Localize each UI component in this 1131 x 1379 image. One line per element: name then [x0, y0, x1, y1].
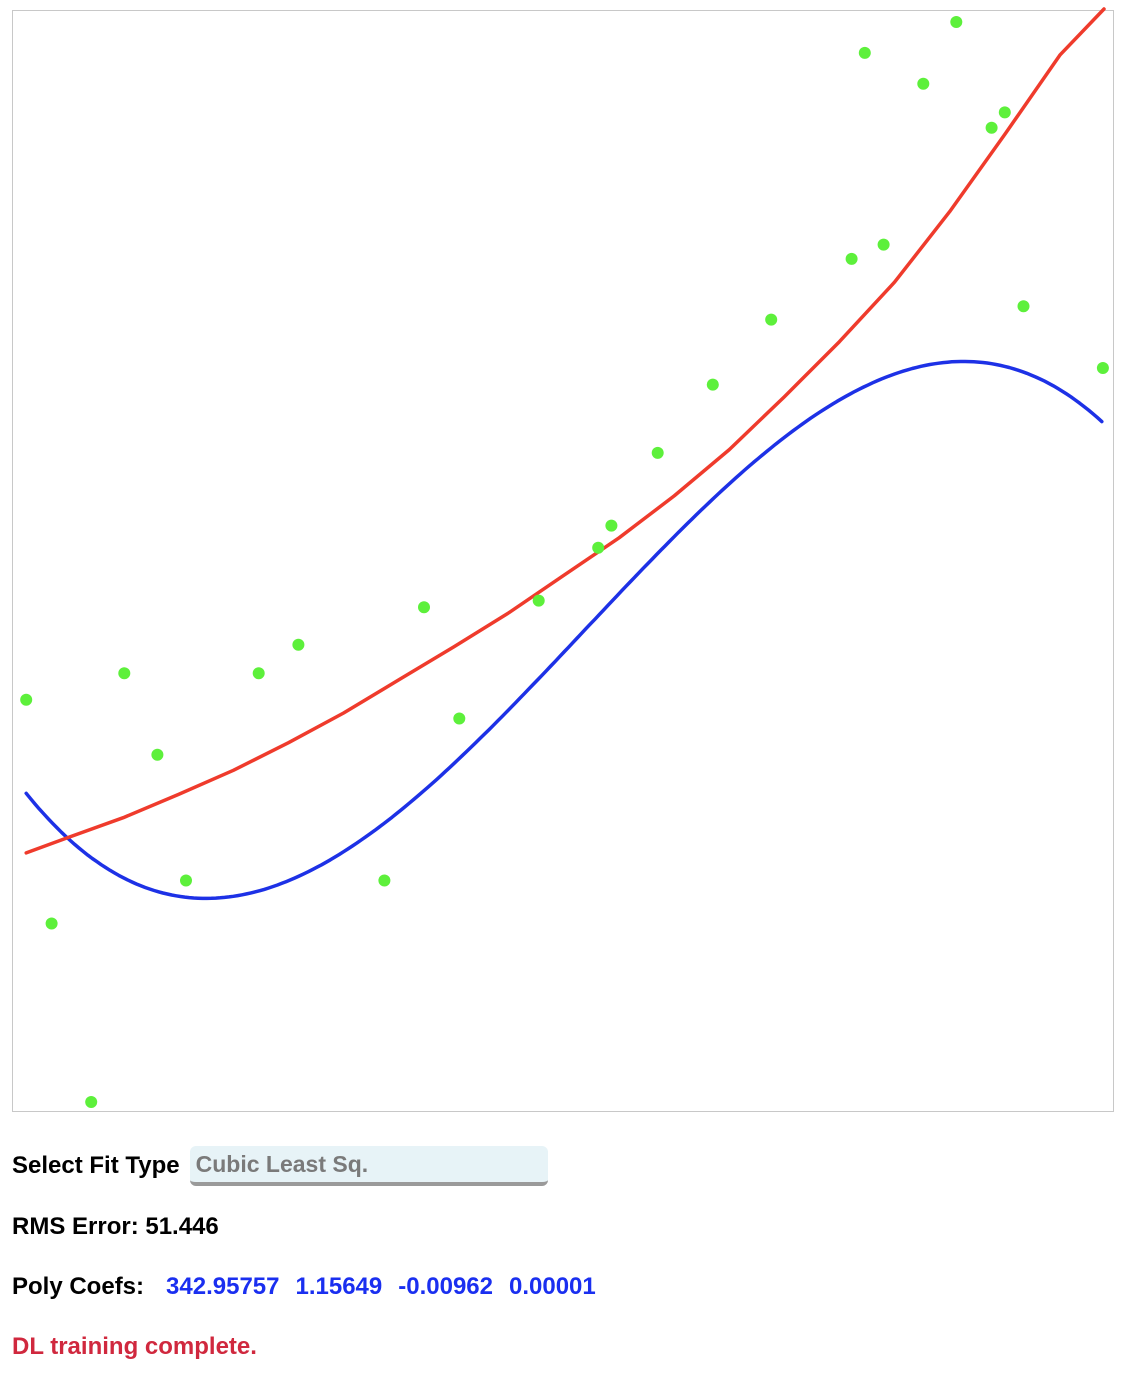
- data-point: [605, 519, 618, 532]
- status-row: DL training complete.: [12, 1322, 1112, 1372]
- data-point: [858, 46, 871, 59]
- poly-coef-2: -0.00962: [398, 1273, 493, 1300]
- poly-coefs-row: Poly Coefs: 342.95757 1.15649 -0.00962 0…: [12, 1262, 1112, 1312]
- data-point: [292, 638, 305, 651]
- data-point: [651, 446, 664, 459]
- cubic-fit-line: [24, 359, 1104, 901]
- data-point: [378, 874, 391, 887]
- poly-coef-3: 0.00001: [509, 1273, 596, 1300]
- data-point: [151, 748, 164, 761]
- fit-type-value: Cubic Least Sq.: [195, 1150, 369, 1177]
- rms-error-row: RMS Error: 51.446: [12, 1202, 1112, 1252]
- data-point: [845, 252, 858, 265]
- data-point: [706, 378, 719, 391]
- dl-fit-line: [24, 7, 1106, 855]
- data-point: [950, 16, 963, 28]
- data-point: [118, 667, 131, 680]
- poly-coef-1: 1.15649: [295, 1273, 383, 1300]
- data-point: [252, 667, 265, 680]
- fit-type-row: Select Fit Type Cubic Least Sq.: [12, 1140, 1112, 1192]
- data-point: [85, 1096, 98, 1108]
- data-point: [765, 313, 778, 326]
- data-point: [180, 874, 192, 887]
- fit-type-label: Select Fit Type: [12, 1152, 180, 1179]
- data-point: [917, 77, 930, 90]
- poly-coef-0: 342.95757: [166, 1273, 280, 1300]
- data-point: [453, 712, 466, 725]
- data-point: [532, 594, 545, 607]
- controls-panel: Select Fit Type Cubic Least Sq. RMS Erro…: [12, 1140, 1112, 1372]
- plot-canvas: [20, 7, 1109, 1108]
- status-message: DL training complete.: [12, 1333, 257, 1360]
- data-point: [418, 601, 430, 614]
- rms-error-text: RMS Error: 51.446: [12, 1213, 219, 1240]
- data-point: [998, 106, 1011, 119]
- data-point: [1017, 300, 1030, 313]
- plot-area: [12, 7, 1114, 1112]
- data-point: [45, 917, 58, 930]
- fit-type-select[interactable]: Cubic Least Sq.: [189, 1146, 548, 1186]
- data-point: [985, 121, 998, 134]
- data-point: [20, 693, 33, 706]
- data-point: [877, 238, 890, 251]
- data-point: [1096, 362, 1109, 374]
- data-point: [592, 541, 605, 554]
- poly-coefs-label: Poly Coefs:: [12, 1273, 145, 1300]
